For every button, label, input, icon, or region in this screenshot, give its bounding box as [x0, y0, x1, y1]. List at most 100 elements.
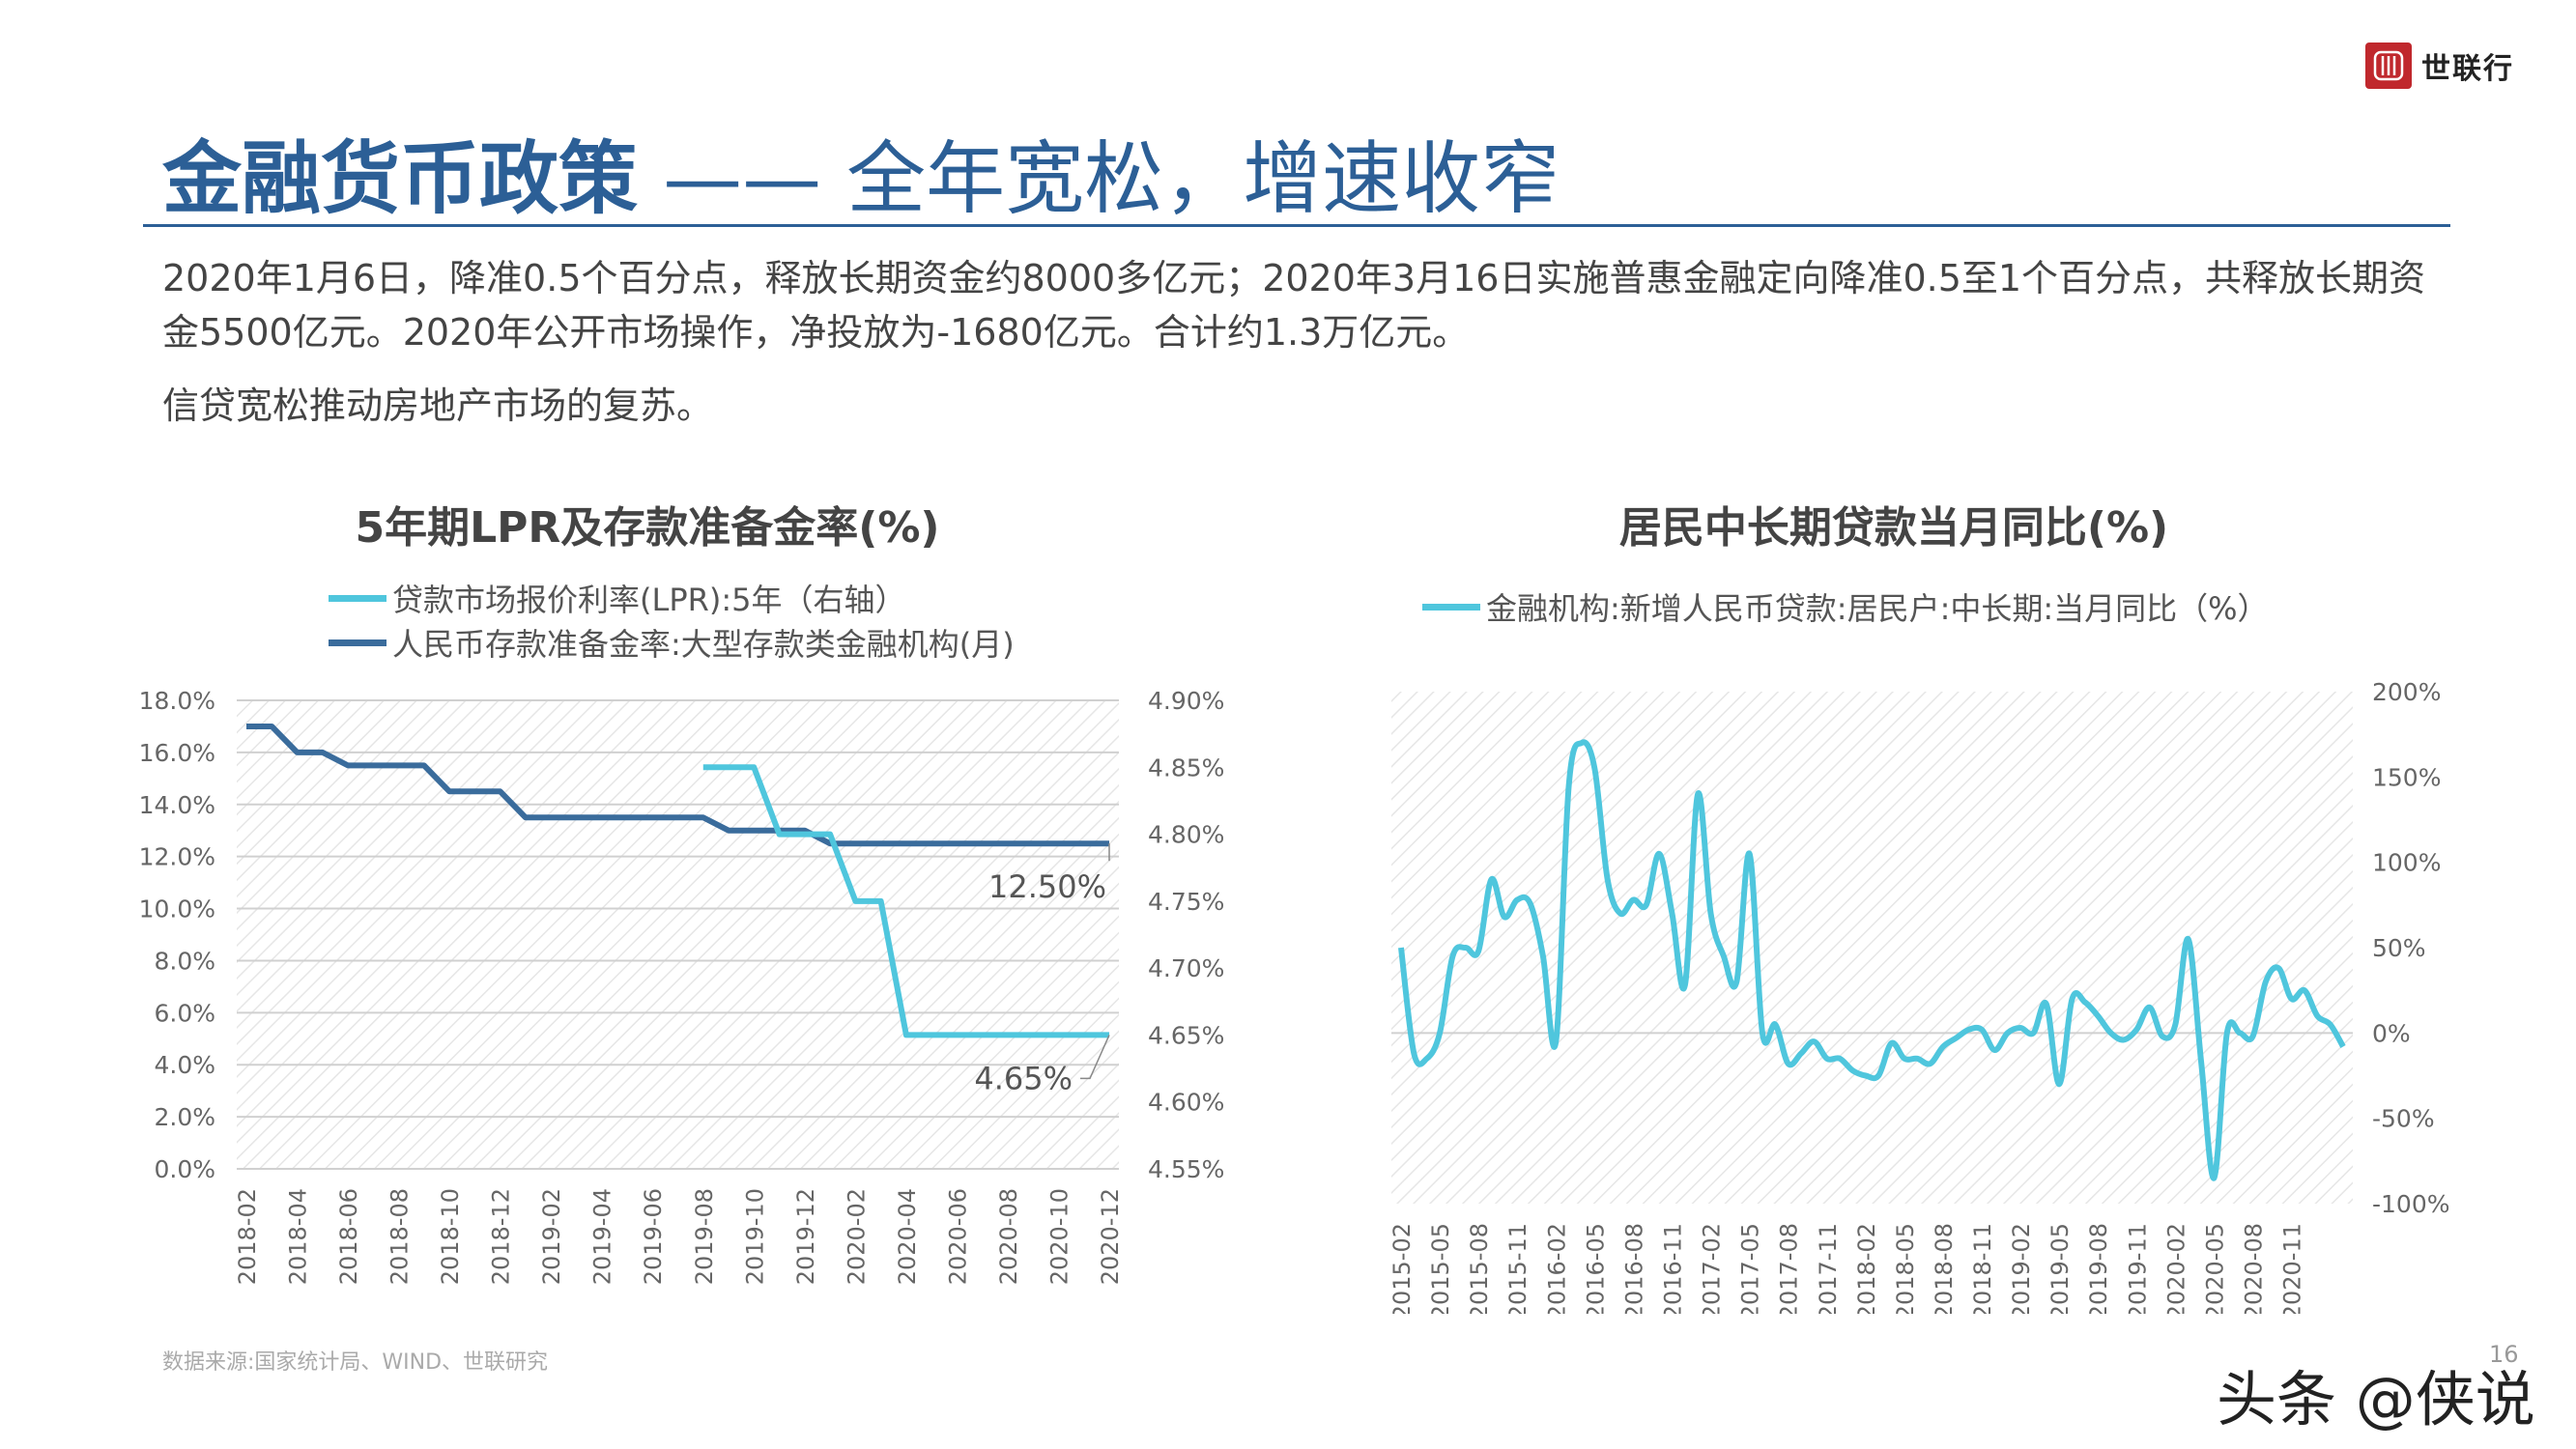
- chart2-x-tick: 2018-05: [1892, 1223, 1919, 1314]
- chart1-annotation-rrr: 12.50%: [988, 868, 1106, 905]
- body-paragraph-1: 2020年1月6日，降准0.5个百分点，释放长期资金约8000多亿元；2020年…: [162, 257, 2426, 354]
- chart2-x-tick: 2017-05: [1737, 1223, 1764, 1314]
- chart1-yright-tick: 4.75%: [1148, 888, 1224, 916]
- chart1-x-tick: 2018-12: [488, 1188, 515, 1285]
- chart2-x-tick: 2019-11: [2124, 1223, 2151, 1314]
- chart1-annotation-lpr: 4.65%: [974, 1060, 1073, 1096]
- chart1-yleft-tick: 14.0%: [139, 791, 215, 819]
- brand-logo: 世联行: [2365, 39, 2568, 93]
- chart1-yleft-tick: 8.0%: [154, 947, 215, 975]
- chart1-x-tick: 2019-02: [538, 1188, 565, 1285]
- chart2-x-tick: 2020-08: [2241, 1223, 2268, 1314]
- title-bold: 金融货币政策: [162, 133, 639, 225]
- chart1-yleft-tick: 18.0%: [139, 687, 215, 715]
- chart1-yleft-tick: 10.0%: [139, 895, 215, 923]
- chart1-x-tick: 2020-08: [995, 1188, 1022, 1285]
- chart2-x-tick: 2017-08: [1776, 1223, 1803, 1314]
- chart1-series-rrr: [246, 723, 1109, 847]
- brand-name: 世联行: [2421, 52, 2514, 86]
- legend-label-loans: 金融机构:新增人民币贷款:居民户:中长期:当月同比（%）: [1486, 590, 2269, 627]
- legend-item-loans: 金融机构:新增人民币贷款:居民户:中长期:当月同比（%）: [1422, 584, 2269, 629]
- chart2-y-tick: 0%: [2372, 1019, 2411, 1047]
- title-divider: [143, 224, 2450, 227]
- chart1-yright-tick: 4.60%: [1148, 1089, 1224, 1117]
- chart1-legend: 贷款市场报价利率(LPR):5年（右轴） 人民币存款准备金率:大型存款类金融机构…: [329, 576, 1015, 665]
- chart1-yright-tick: 4.55%: [1148, 1155, 1224, 1183]
- chart1-x-tick: 2020-02: [843, 1188, 870, 1285]
- chart2-x-tick: 2018-11: [1969, 1223, 1996, 1314]
- chart2-title: 居民中长期贷款当月同比(%): [1618, 503, 2169, 553]
- chart2-x-tick: 2015-11: [1504, 1223, 1531, 1314]
- chart2-y-tick: -100%: [2372, 1190, 2450, 1218]
- legend-label-lpr: 贷款市场报价利率(LPR):5年（右轴）: [392, 582, 906, 618]
- chart1-x-tick: 2018-06: [335, 1188, 362, 1285]
- chart1-x-tick: 2020-04: [894, 1188, 921, 1285]
- chart1-x-tick: 2019-06: [640, 1188, 667, 1285]
- chart1-yright-tick: 4.65%: [1148, 1021, 1224, 1049]
- chart2-x-tick: 2016-11: [1659, 1223, 1686, 1314]
- chart2-y-tick: 150%: [2372, 763, 2441, 791]
- chart1-yright-tick: 4.70%: [1148, 954, 1224, 982]
- chart1-yleft-tick: 0.0%: [154, 1155, 215, 1183]
- chart1-series-lpr: [702, 764, 1109, 1038]
- chart1-lpr-rrr: 0.0% 2.0% 4.0% 6.0% 8.0% 10.0% 12.0% 14.0% 16.0%…: [139, 687, 1225, 1285]
- chart1-x-tick: 2019-08: [691, 1188, 718, 1285]
- page-title: 金融货币政策 —— 全年宽松，增速收窄: [162, 114, 1560, 229]
- legend-swatch-lpr: [329, 594, 386, 602]
- chart2-x-tick: 2019-08: [2085, 1223, 2112, 1314]
- chart1-x-tick: 2020-10: [1045, 1188, 1073, 1285]
- chart2-series-loans: [1398, 739, 2346, 1181]
- chart1-yleft-tick: 12.0%: [139, 843, 215, 871]
- chart2-x-tick: 2015-05: [1427, 1223, 1454, 1314]
- chart1-yright-tick: 4.90%: [1148, 687, 1224, 715]
- chart2-x-tick: 2020-02: [2162, 1223, 2190, 1314]
- chart1-x-tick: 2018-08: [386, 1188, 414, 1285]
- chart2-x-tick: 2018-08: [1931, 1223, 1958, 1314]
- title-light: —— 全年宽松，增速收窄: [638, 133, 1560, 225]
- chart1-annotation-leader: [1080, 1035, 1110, 1080]
- chart2-x-tick: 2016-08: [1620, 1223, 1647, 1314]
- chart2-x-tick: 2017-02: [1699, 1223, 1726, 1314]
- chart1-yleft-tick: 4.0%: [154, 1051, 215, 1079]
- chart1-x-tick: 2020-06: [944, 1188, 971, 1285]
- chart1-yleft-tick: 2.0%: [154, 1103, 215, 1131]
- legend-swatch-loans: [1422, 603, 1480, 611]
- chart2-y-tick: 200%: [2372, 678, 2441, 706]
- chart1-x-tick: 2019-12: [792, 1188, 819, 1285]
- legend-item-lpr: 贷款市场报价利率(LPR):5年（右轴）: [329, 576, 1015, 620]
- chart2-x-tick: 2015-08: [1466, 1223, 1493, 1314]
- chart1-x-tick: 2019-04: [589, 1188, 616, 1285]
- chart1-x-tick: 2018-02: [234, 1188, 261, 1285]
- chart1-x-tick: 2020-12: [1097, 1188, 1124, 1285]
- chart1-x-tick: 2019-10: [741, 1188, 768, 1285]
- chart1-yleft-tick: 6.0%: [154, 999, 215, 1027]
- legend-label-rrr: 人民币存款准备金率:大型存款类金融机构(月): [392, 626, 1015, 663]
- chart2-y-tick: -50%: [2372, 1105, 2435, 1133]
- chart2-y-tick: 50%: [2372, 934, 2426, 962]
- legend-swatch-rrr: [329, 639, 386, 646]
- chart1-yleft-tick: 16.0%: [139, 739, 215, 767]
- chart1-x-tick: 2018-04: [285, 1188, 312, 1285]
- chart2-housing-loans: -100% -50% 0% 50% 100% 150% 200% 2015-02 2015-0…: [1388, 678, 2450, 1314]
- chart2-legend: 金融机构:新增人民币贷款:居民户:中长期:当月同比（%）: [1422, 584, 2269, 629]
- chart1-yright-tick: 4.85%: [1148, 753, 1224, 781]
- chart2-y-tick: 100%: [2372, 849, 2441, 877]
- chart2-x-tick: 2017-11: [1815, 1223, 1842, 1314]
- chart1-title: 5年期LPR及存款准备金率(%): [355, 503, 940, 553]
- chart2-x-tick: 2020-05: [2201, 1223, 2228, 1314]
- chart1-plot-area: [237, 700, 1119, 1169]
- watermark-text: 头条 @侠说: [2217, 1364, 2535, 1435]
- data-source-note: 数据来源:国家统计局、WIND、世联研究: [162, 1350, 549, 1375]
- chart2-x-tick: 2018-02: [1853, 1223, 1880, 1314]
- chart2-x-tick: 2020-11: [2279, 1223, 2306, 1314]
- chart1-yright-tick: 4.80%: [1148, 821, 1224, 849]
- chart1-x-tick: 2018-10: [437, 1188, 464, 1285]
- chart2-x-tick: 2015-02: [1388, 1223, 1416, 1314]
- chart2-x-tick: 2019-05: [2046, 1223, 2074, 1314]
- body-paragraph-2: 信贷宽松推动房地产市场的复苏。: [162, 384, 714, 427]
- chart2-x-tick: 2016-02: [1543, 1223, 1570, 1314]
- legend-item-rrr: 人民币存款准备金率:大型存款类金融机构(月): [329, 620, 1015, 665]
- page-number: 16: [2489, 1341, 2519, 1368]
- chart2-x-tick: 2019-02: [2008, 1223, 2035, 1314]
- brand-mark-icon: [2365, 43, 2412, 89]
